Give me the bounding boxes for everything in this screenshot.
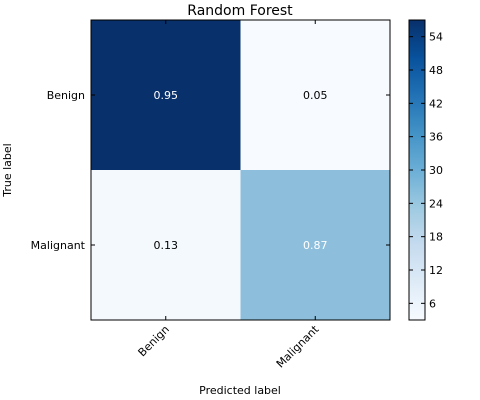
colorbar-tick-label: 48 <box>429 64 443 77</box>
heatmap-cell <box>240 20 390 170</box>
x-axis-label: Predicted label <box>199 384 281 397</box>
colorbar-tick-label: 30 <box>429 164 443 177</box>
heatmap-cell <box>91 20 241 170</box>
colorbar-ticks: 6 12 18 24 30 36 42 48 54 <box>409 31 443 310</box>
colorbar-tick-label: 42 <box>429 97 443 110</box>
y-tick-label: Benign <box>47 89 85 102</box>
colorbar-tick-label: 54 <box>429 31 443 44</box>
cell-labels: 0.95 0.05 0.13 0.87 <box>154 89 328 252</box>
heatmap-cells <box>91 20 390 320</box>
colorbar-tick-label: 6 <box>429 297 436 310</box>
colorbar-tick-label: 24 <box>429 197 443 210</box>
y-tick-label: Malignant <box>31 239 86 252</box>
cell-value-label: 0.05 <box>303 89 328 102</box>
heatmap-cell <box>240 170 390 320</box>
cell-value-label: 0.87 <box>303 239 328 252</box>
colorbar-tick-label: 36 <box>429 131 443 144</box>
y-axis-label: True label <box>1 143 14 197</box>
colorbar-tick-label: 18 <box>429 231 443 244</box>
plot-frame <box>90 19 391 321</box>
cell-value-label: 0.95 <box>154 89 179 102</box>
cell-value-label: 0.13 <box>154 239 179 252</box>
chart-title: Random Forest <box>187 3 293 19</box>
y-axis-ticks: Benign Malignant <box>31 89 390 252</box>
colorbar-tick-label: 12 <box>429 264 443 277</box>
x-tick-label: Malignant <box>274 322 322 370</box>
heatmap-cell <box>91 170 241 320</box>
x-tick-label: Benign <box>136 323 172 359</box>
